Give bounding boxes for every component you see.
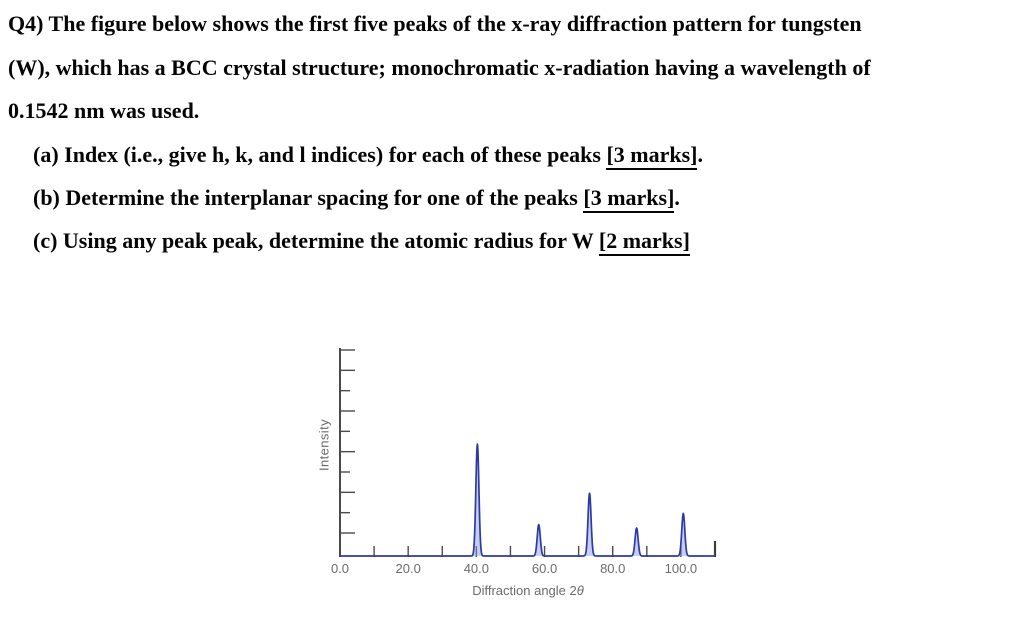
- marks-badge: [3 marks]: [606, 141, 698, 170]
- question-paragraph-line: (W), which has a BCC crystal structure; …: [8, 54, 871, 80]
- diffraction-curve: [339, 443, 716, 557]
- x-tick-label: 60.0: [532, 561, 557, 576]
- x-tick-label: 0.0: [331, 561, 349, 576]
- x-tick-label: 40.0: [464, 561, 489, 576]
- question-paragraph-line: 0.1542 nm was used.: [8, 98, 200, 123]
- x-tick-label: 20.0: [396, 561, 421, 576]
- marks-badge: [3 marks]: [583, 184, 675, 213]
- xrd-chart-figure: 0.0 20.0 40.0 60.0 80.0 100.0 Intensity Diffr…: [293, 337, 743, 629]
- question-item-text: (c) Using any peak peak, determine the a…: [33, 227, 599, 253]
- question-paragraph-line: Q4) The figure below shows the first fiv…: [8, 11, 862, 36]
- question-block: Q4) The figure below shows the first fiv…: [8, 2, 1008, 262]
- question-item-suffix: .: [697, 141, 703, 167]
- question-item-text: (a) Index (i.e., give h, k, and l indice…: [33, 141, 607, 167]
- question-item-text: (b) Determine the interplanar spacing fo…: [33, 184, 584, 210]
- x-tick-label: 100.0: [665, 561, 698, 576]
- x-tick-label: 80.0: [600, 561, 625, 576]
- question-item-c: (c) Using any peak peak, determine the a…: [33, 219, 1008, 262]
- y-axis-label: Intensity: [316, 418, 332, 472]
- question-item-a: (a) Index (i.e., give h, k, and l indice…: [33, 133, 1008, 176]
- question-item-b: (b) Determine the interplanar spacing fo…: [33, 176, 1008, 219]
- question-item-suffix: .: [674, 184, 680, 210]
- marks-badge: [2 marks]: [598, 227, 690, 256]
- x-axis-label: Diffraction angle 2θ: [472, 583, 584, 598]
- xrd-plot-svg: 0.0 20.0 40.0 60.0 80.0 100.0: [331, 348, 717, 576]
- x-axis-label-text: Diffraction angle 2: [472, 583, 577, 598]
- theta-symbol: θ: [576, 583, 584, 598]
